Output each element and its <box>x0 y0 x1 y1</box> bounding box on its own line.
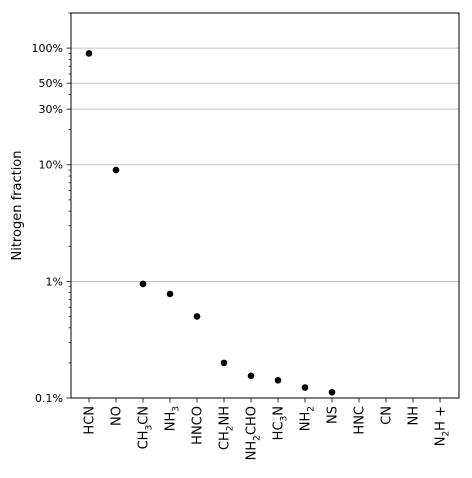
x-tick-label: NO <box>110 406 125 426</box>
y-tick-label: 0.1% <box>35 392 63 405</box>
y-tick-label: 100% <box>32 42 63 55</box>
svg-text:HC3N: HC3N <box>272 406 290 440</box>
x-tick-label: HNC <box>353 406 368 435</box>
svg-text:N2H +: N2H + <box>434 406 452 446</box>
svg-text:NH2: NH2 <box>299 406 317 431</box>
y-tick-label: 1% <box>46 275 63 288</box>
x-tick-label: NH2 <box>299 406 317 431</box>
data-point <box>112 166 120 174</box>
data-point <box>328 388 336 396</box>
svg-text:HCN: HCN <box>83 406 98 435</box>
x-ticks: HCN NO CH3CN NH3 HNCO CH2NH NH2CHO HC3N NH2 NS HNC… <box>83 398 452 460</box>
data-point <box>274 376 282 384</box>
svg-text:NH2CHO: NH2CHO <box>245 406 263 460</box>
svg-text:HNC: HNC <box>353 406 368 435</box>
y-tick-label: 50% <box>39 77 63 90</box>
data-point <box>166 290 174 298</box>
data-point <box>247 372 255 380</box>
data-point <box>193 313 201 320</box>
svg-text:NH3: NH3 <box>164 406 182 431</box>
y-major-ticks: 100% 50% 30% 10% 1% 0.1% <box>32 42 71 405</box>
x-tick-label: NH <box>407 406 422 426</box>
x-tick-label: NH2CHO <box>245 406 263 460</box>
data-point <box>220 359 228 367</box>
y-tick-label: 10% <box>39 159 63 172</box>
x-tick-label: CH3CN <box>137 406 155 449</box>
svg-text:CH3CN: CH3CN <box>137 406 155 449</box>
svg-text:NH: NH <box>407 406 422 426</box>
x-tick-label: HNCO <box>191 406 206 445</box>
svg-text:CH2NH: CH2NH <box>218 406 236 450</box>
x-tick-label: HC3N <box>272 406 290 440</box>
svg-text:NO: NO <box>110 406 125 426</box>
plot-frame <box>70 12 460 399</box>
x-tick-label: CH2NH <box>218 406 236 450</box>
y-tick-label: 30% <box>39 103 63 116</box>
svg-text:HNCO: HNCO <box>191 406 206 445</box>
x-tick-label: NH3 <box>164 406 182 431</box>
grid-lines <box>71 47 459 399</box>
x-tick-label: N2H + <box>434 406 452 446</box>
svg-text:NS: NS <box>326 406 341 424</box>
data-point <box>301 384 309 391</box>
data-points <box>85 50 336 396</box>
x-tick-label: CN <box>380 406 395 425</box>
data-point <box>139 280 147 288</box>
y-axis-label: Nitrogen fraction <box>10 150 25 260</box>
data-point <box>85 50 93 57</box>
x-tick-label: HCN <box>83 406 98 435</box>
svg-text:CN: CN <box>380 406 395 425</box>
x-tick-label: NS <box>326 406 341 424</box>
